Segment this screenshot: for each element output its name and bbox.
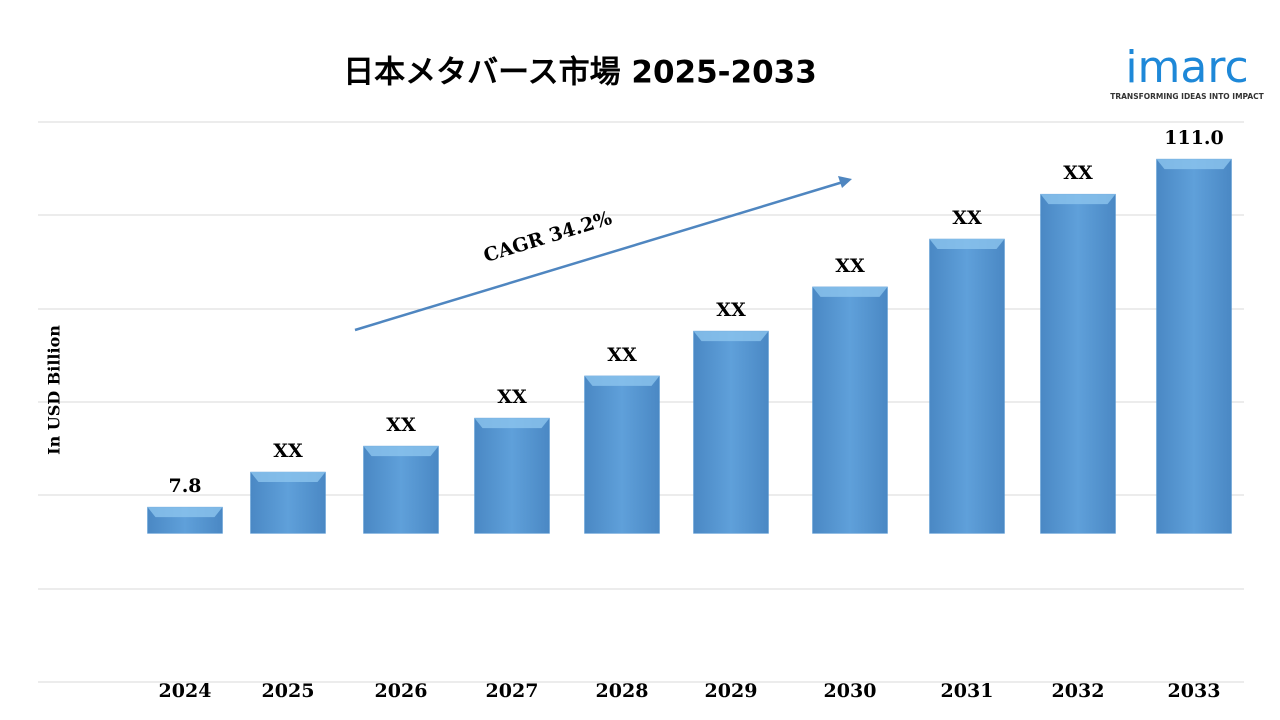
x-tick-label: 2024 xyxy=(159,680,212,702)
x-tick-label: 2030 xyxy=(824,680,877,702)
value-label: XX xyxy=(273,440,303,462)
x-tick-label: 2031 xyxy=(941,680,994,702)
bar-bevel xyxy=(693,331,769,342)
bar-bevel xyxy=(147,507,223,518)
bar-bevel xyxy=(363,446,439,457)
x-tick-label: 2025 xyxy=(262,680,315,702)
bar-bevel xyxy=(812,286,888,297)
x-tick-label: 2032 xyxy=(1052,680,1105,702)
y-axis-label: In USD Billion xyxy=(45,325,64,455)
cagr-arrow xyxy=(354,180,844,332)
bar xyxy=(812,286,888,534)
bar xyxy=(929,238,1005,534)
value-label: XX xyxy=(386,414,416,436)
value-label: 7.8 xyxy=(168,475,201,497)
bar-bevel xyxy=(584,375,660,386)
chart-title: 日本メタバース市場 2025-2033 xyxy=(343,55,817,91)
x-tick-label: 2033 xyxy=(1168,680,1221,702)
bar-bevel xyxy=(929,239,1005,250)
bar xyxy=(1040,193,1116,534)
bar-bevel xyxy=(474,418,550,429)
value-label: XX xyxy=(835,255,865,277)
bar xyxy=(250,471,326,534)
value-label: XX xyxy=(952,207,982,229)
x-tick-label: 2029 xyxy=(705,680,758,702)
value-label: 111.0 xyxy=(1164,127,1224,149)
x-tick-label: 2028 xyxy=(596,680,649,702)
cagr-arrowhead xyxy=(838,176,852,188)
value-label: XX xyxy=(497,386,527,408)
bar xyxy=(693,330,769,534)
x-tick-label: 2027 xyxy=(486,680,539,702)
bar xyxy=(363,445,439,534)
bar-bevel xyxy=(1040,194,1116,205)
value-label: XX xyxy=(607,344,637,366)
logo-tagline: TRANSFORMING IDEAS INTO IMPACT xyxy=(1110,92,1264,101)
bar xyxy=(1156,158,1232,534)
logo: imarc xyxy=(1125,42,1248,93)
value-label: XX xyxy=(716,299,746,321)
bar-bevel xyxy=(250,472,326,483)
x-tick-label: 2026 xyxy=(375,680,428,702)
bar xyxy=(584,375,660,534)
bar xyxy=(474,417,550,534)
bar-bevel xyxy=(1156,159,1232,170)
value-label: XX xyxy=(1063,162,1093,184)
